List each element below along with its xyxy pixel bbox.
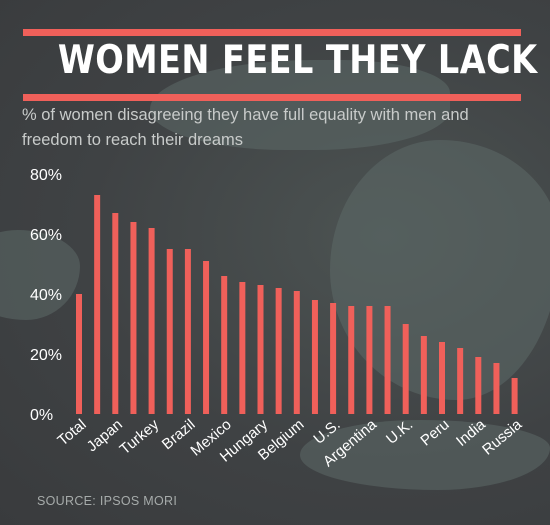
bar	[293, 291, 300, 414]
bar	[94, 195, 101, 414]
bar	[348, 306, 355, 414]
category-label: U.K.	[383, 416, 416, 448]
category-label: Russia	[479, 416, 526, 459]
bar	[402, 324, 409, 414]
chart-subtitle: % of women disagreeing they have full eq…	[22, 106, 469, 149]
bar	[184, 249, 191, 414]
bar	[384, 306, 391, 414]
title-rule-top	[23, 29, 521, 36]
title-rule-bottom	[23, 94, 521, 101]
bar	[166, 249, 173, 414]
bar	[203, 261, 210, 414]
bar	[511, 378, 518, 414]
category-label: Turkey	[117, 416, 163, 458]
bar	[493, 363, 500, 414]
chart-title: WOMEN FEEL THEY LACK EQUALITY	[57, 38, 550, 83]
bar	[311, 300, 318, 414]
bar	[439, 342, 445, 414]
map-landmass-south	[300, 420, 550, 490]
bar	[221, 276, 228, 414]
bar	[148, 228, 155, 414]
bar	[130, 222, 137, 414]
y-tick-label: 60%	[30, 227, 62, 244]
bar	[457, 348, 464, 414]
bar	[239, 282, 246, 414]
y-tick-label: 20%	[30, 347, 62, 364]
bar	[76, 294, 82, 414]
bar	[112, 213, 119, 414]
map-landmass-north	[150, 60, 450, 150]
bar	[366, 306, 373, 414]
category-label: Peru	[417, 416, 452, 449]
y-tick-label: 0%	[30, 407, 53, 424]
y-tick-label: 80%	[30, 167, 62, 184]
bar	[420, 336, 427, 414]
bar	[275, 288, 282, 414]
source-note: SOURCE: IPSOS MORI	[37, 494, 178, 508]
bar	[330, 303, 337, 414]
bar	[257, 285, 264, 414]
y-tick-label: 40%	[30, 287, 62, 304]
bar	[475, 357, 482, 414]
